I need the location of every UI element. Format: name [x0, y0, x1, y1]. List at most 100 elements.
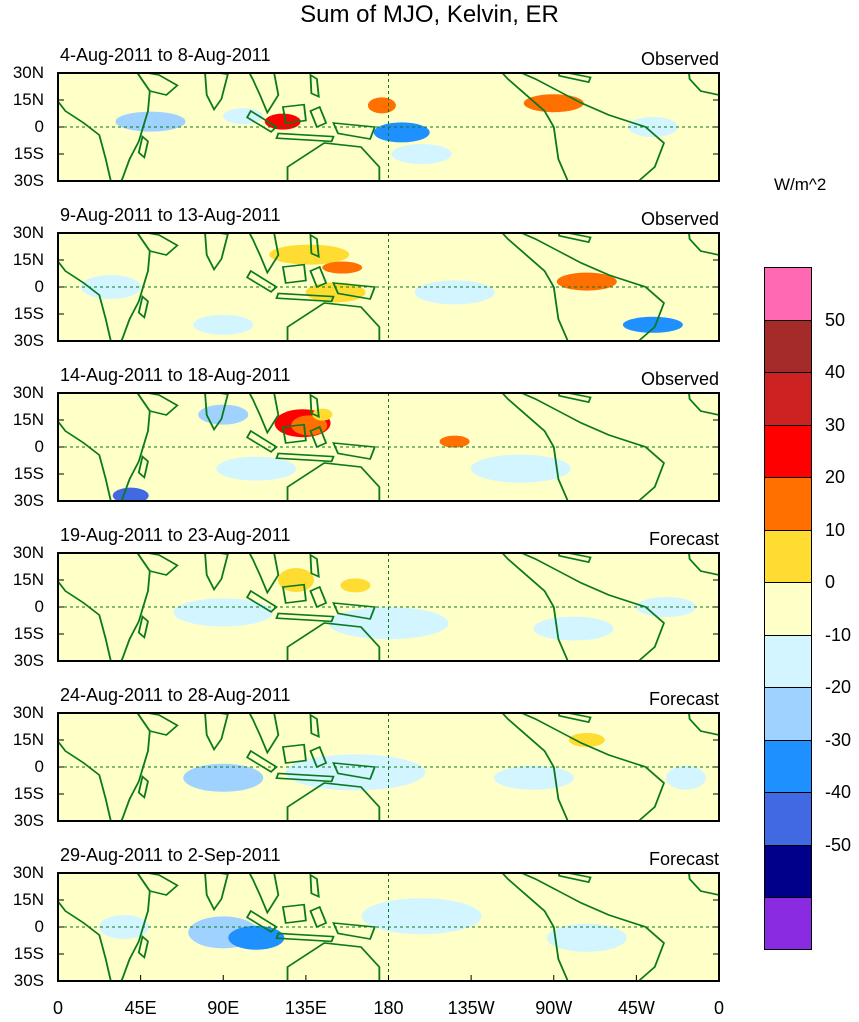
y-axis-label: 15S — [13, 144, 44, 163]
anomaly-contour — [414, 280, 495, 305]
anomaly-contour — [622, 316, 683, 333]
x-axis-label: 135E — [284, 998, 327, 1018]
colorbar-swatch — [764, 687, 812, 740]
y-axis-label: 15S — [13, 944, 44, 963]
map-panel — [57, 712, 720, 822]
anomaly-contour — [470, 454, 571, 483]
colorbar-swatch — [764, 792, 812, 845]
anomaly-contour — [493, 765, 574, 790]
colorbar-units: W/m^2 — [774, 175, 827, 194]
anomaly-contour — [112, 487, 149, 501]
colorbar-label: 20 — [825, 467, 846, 487]
anomaly-contour — [367, 97, 396, 114]
anomaly-contour — [439, 435, 470, 448]
y-axis-label: 30N — [12, 863, 44, 882]
anomaly-contour — [223, 108, 264, 125]
anomaly-contour — [322, 261, 363, 274]
chart-title: Sum of MJO, Kelvin, ER — [300, 1, 559, 28]
anomaly-contour — [269, 244, 350, 265]
y-axis-label: 15N — [12, 90, 44, 109]
panel-type-label: Forecast — [648, 689, 719, 709]
y-axis-label: 30S — [13, 971, 44, 990]
panel-period-label: 14-Aug-2011 to 18-Aug-2011 — [60, 365, 291, 385]
anomaly-contour — [340, 578, 371, 593]
colorbar-label: -10 — [825, 624, 852, 645]
anomaly-contour — [665, 765, 706, 790]
y-axis-label: 0 — [34, 437, 44, 456]
panel-period-label: 29-Aug-2011 to 2-Sep-2011 — [60, 845, 281, 865]
anomaly-contour — [546, 923, 627, 952]
x-axis-label: 45E — [124, 998, 157, 1018]
colorbar-swatch — [764, 844, 812, 897]
y-axis-label: 15N — [12, 730, 44, 749]
anomaly-contour — [305, 282, 366, 303]
panel-period-label: 24-Aug-2011 to 28-Aug-2011 — [60, 685, 291, 705]
colorbar-swatch — [764, 267, 812, 320]
colorbar-swatch — [764, 582, 812, 635]
panel-period-label: 19-Aug-2011 to 23-Aug-2011 — [60, 525, 291, 545]
y-axis-label: 30N — [12, 703, 44, 722]
y-axis-label: 0 — [34, 757, 44, 776]
panel-type-label: Observed — [640, 209, 719, 229]
y-axis-label: 0 — [34, 277, 44, 296]
x-axis-label: 90E — [207, 998, 240, 1018]
map-panel — [57, 552, 720, 662]
y-axis-label: 0 — [34, 117, 44, 136]
y-axis-label: 15N — [12, 250, 44, 269]
y-axis-label: 30S — [13, 811, 44, 830]
x-axis-label: 45W — [617, 998, 655, 1018]
colorbar-swatch — [764, 372, 812, 425]
colorbar-label: -40 — [825, 782, 852, 802]
anomaly-contour — [328, 607, 449, 640]
colorbar-label: -20 — [825, 677, 852, 697]
y-axis-label: 0 — [34, 917, 44, 936]
anomaly-contour — [523, 94, 584, 113]
anomaly-contour — [391, 144, 452, 164]
y-axis-label: 30S — [13, 651, 44, 670]
x-axis-label: 135W — [447, 998, 495, 1018]
y-axis-label: 30N — [12, 543, 44, 562]
y-axis-label: 15N — [12, 410, 44, 429]
colorbar-label: -50 — [825, 834, 852, 855]
panel-period-label: 4-Aug-2011 to 8-Aug-2011 — [60, 45, 271, 65]
anomaly-contour — [216, 456, 297, 481]
panel-type-label: Forecast — [648, 529, 719, 549]
colorbar-swatch — [764, 739, 812, 792]
anomaly-contour — [183, 763, 264, 792]
x-axis-label: 0 — [52, 998, 64, 1018]
y-axis-label: 15S — [13, 624, 44, 643]
map-panel — [57, 392, 720, 502]
panel-type-label: Forecast — [648, 849, 719, 869]
colorbar — [764, 267, 812, 950]
colorbar-label: -30 — [825, 729, 852, 750]
y-axis-label: 15S — [13, 464, 44, 483]
map-panel — [57, 72, 720, 182]
anomaly-contour — [361, 898, 482, 935]
panel-period-label: 9-Aug-2011 to 13-Aug-2011 — [60, 205, 281, 225]
y-axis-label: 15N — [12, 890, 44, 909]
colorbar-label: 10 — [825, 519, 846, 540]
anomaly-contour — [193, 314, 254, 335]
anomaly-contour — [568, 733, 605, 747]
colorbar-swatch — [764, 897, 812, 950]
colorbar-label: 50 — [825, 309, 846, 330]
y-axis-label: 0 — [34, 597, 44, 616]
anomaly-contour — [291, 415, 328, 436]
y-axis-label: 30N — [12, 383, 44, 402]
colorbar-label: 30 — [825, 414, 846, 435]
y-axis-label: 30S — [13, 491, 44, 510]
colorbar-swatch — [764, 319, 812, 372]
map-panel — [57, 232, 720, 342]
panel-type-label: Observed — [640, 49, 719, 69]
y-axis-label: 30N — [12, 63, 44, 82]
panel-type-label: Observed — [640, 369, 719, 389]
y-axis-label: 15N — [12, 570, 44, 589]
y-axis-label: 30N — [12, 223, 44, 242]
anomaly-contour — [556, 272, 617, 291]
anomaly-contour — [533, 616, 614, 641]
anomaly-contour — [115, 111, 186, 132]
y-axis-label: 15S — [13, 304, 44, 323]
colorbar-swatch — [764, 477, 812, 530]
anomaly-contour — [173, 598, 274, 627]
